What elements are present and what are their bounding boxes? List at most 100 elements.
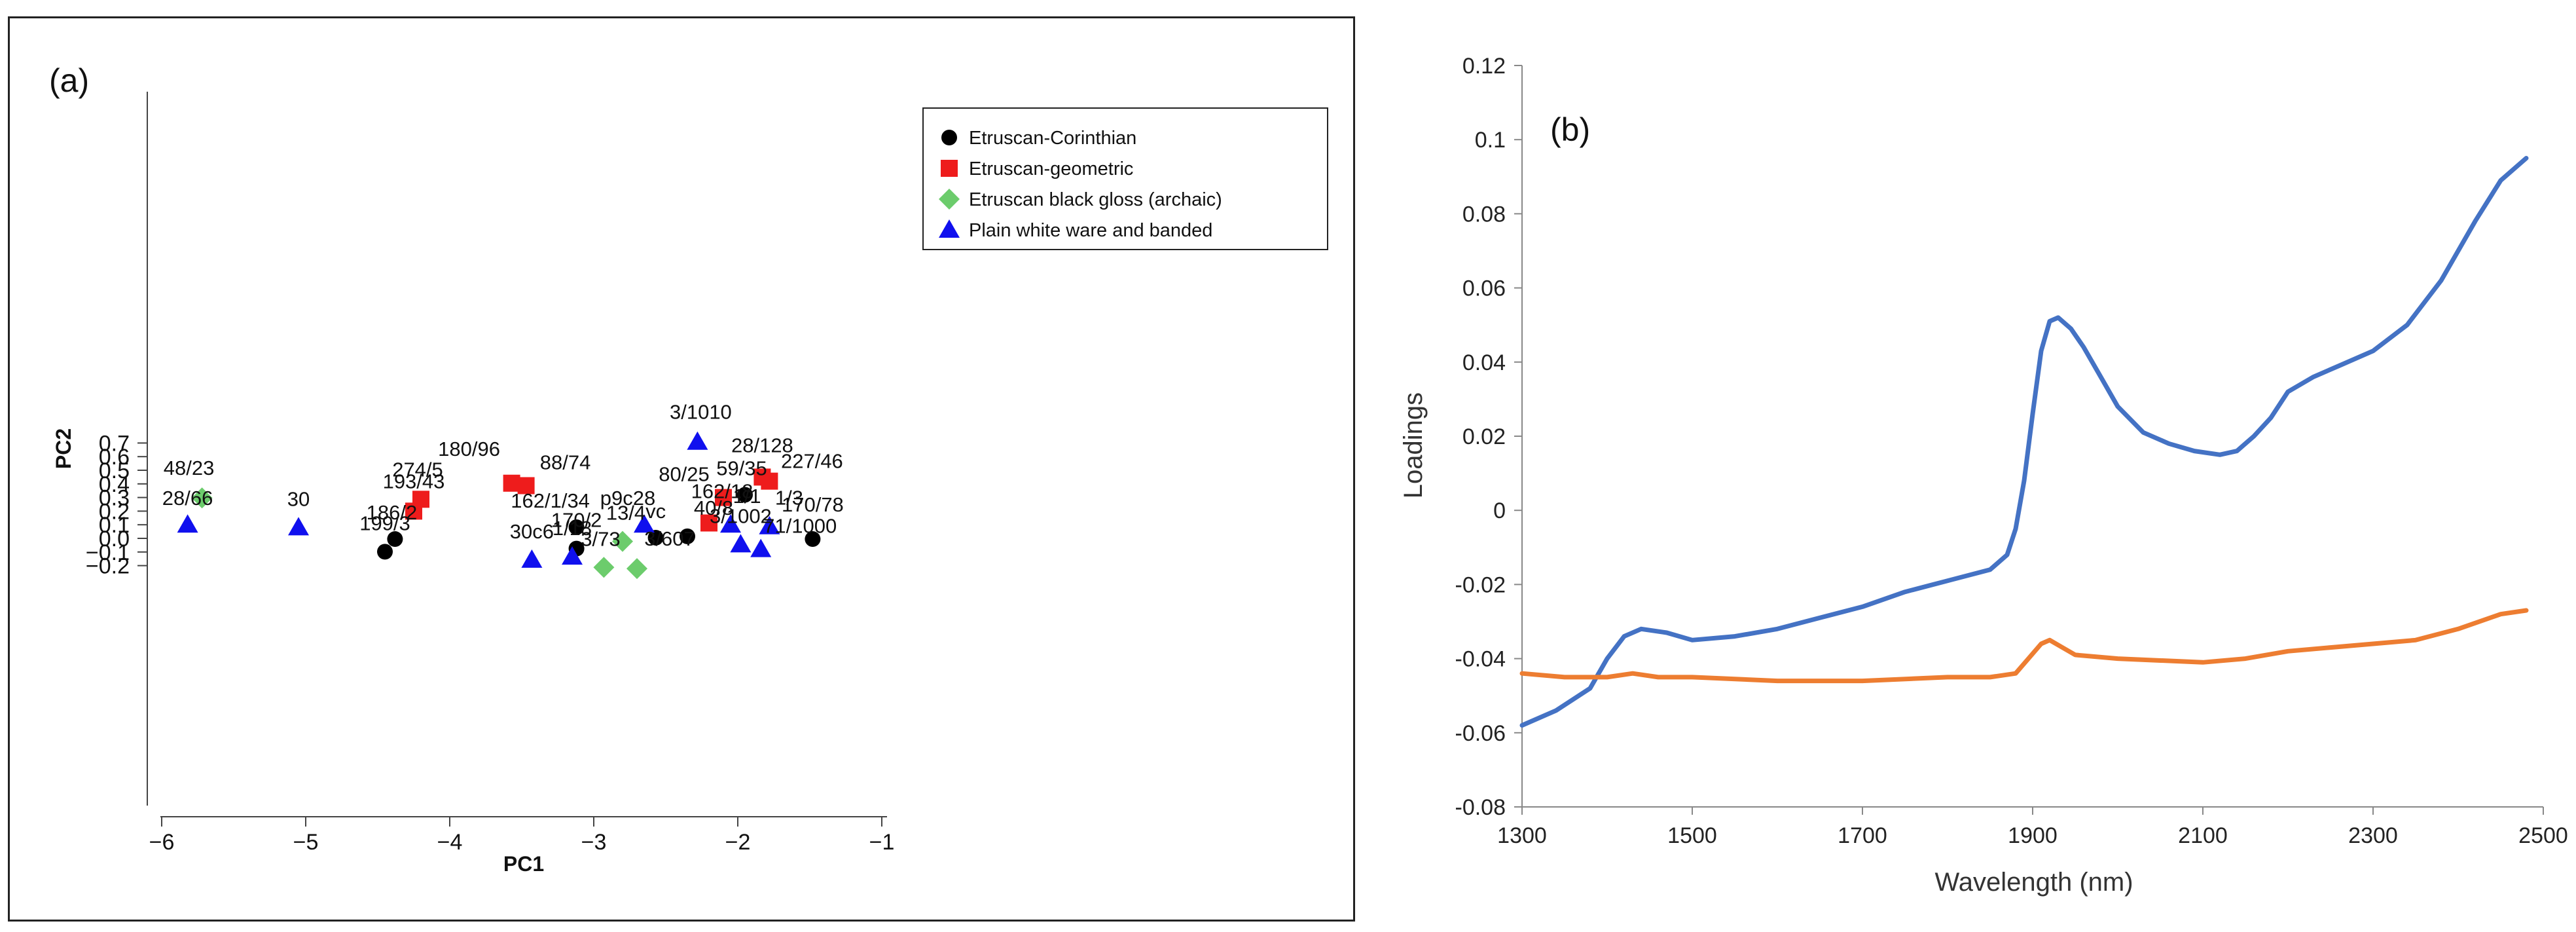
x-ticks-a: −6 −5 −4 −3 −2 −1 bbox=[149, 817, 895, 855]
point-label: 28/66 bbox=[162, 487, 213, 510]
y-tick-label-a: 0.7 bbox=[99, 431, 130, 456]
point-label: 30c6 bbox=[510, 520, 554, 543]
y-tick-label-b: 0.1 bbox=[1475, 128, 1506, 153]
point-etruscan-black-gloss-archaic bbox=[626, 558, 647, 580]
y-ticks-b: -0.08 -0.06 -0.04 -0.02 0 0.02 0.04 0.06 0.08 0.1… bbox=[1455, 54, 1522, 820]
legend-marker-plain-white-ware-and-banded bbox=[939, 219, 960, 238]
point-label: p9c28 bbox=[600, 487, 655, 510]
y-tick-label-b: 0.06 bbox=[1462, 276, 1506, 301]
x-tick-label-b: 1500 bbox=[1667, 823, 1717, 848]
y-tick-label-a: 0.2 bbox=[99, 499, 130, 524]
panel-b-label: (b) bbox=[1550, 111, 1590, 148]
point-label: 48/23 bbox=[164, 457, 215, 479]
point-etruscan-geometric bbox=[700, 514, 717, 532]
point-label: 30 bbox=[287, 487, 310, 510]
x-tick-label-b: 2500 bbox=[2518, 823, 2568, 848]
point-label: 88/74 bbox=[540, 451, 591, 474]
point-plain-white-ware-and-banded bbox=[634, 514, 655, 533]
x-tick-label-b: 1700 bbox=[1838, 823, 1887, 848]
loading-lines bbox=[1519, 156, 2529, 728]
y-tick-label-a: −0.1 bbox=[86, 540, 130, 565]
point-etruscan-black-gloss-archaic bbox=[612, 531, 633, 552]
scatter-points bbox=[177, 431, 821, 580]
y-tick-label-a: −0.2 bbox=[86, 554, 130, 579]
y-tick-label-b: 0.08 bbox=[1462, 202, 1506, 227]
point-label: 180/96 bbox=[438, 438, 500, 460]
point-etruscan-corinthian bbox=[387, 531, 403, 548]
point-plain-white-ware-and-banded bbox=[759, 515, 780, 534]
y-tick-label-b: 0.02 bbox=[1462, 424, 1506, 449]
legend-marker-etruscan-black-gloss-archaic bbox=[939, 189, 960, 210]
x-tick-label-a: −6 bbox=[149, 830, 175, 855]
point-label: vc bbox=[645, 500, 666, 523]
x-ticks-b: 1300 1500 1700 1900 2100 2300 2500 bbox=[1497, 807, 2568, 848]
point-plain-white-ware-and-banded bbox=[288, 517, 309, 536]
point-etruscan-geometric bbox=[503, 474, 520, 492]
point-plain-white-ware-and-banded bbox=[687, 431, 708, 450]
y-tick-label-a: 0.5 bbox=[99, 458, 130, 483]
legend-box bbox=[922, 107, 1328, 250]
point-etruscan-geometric bbox=[405, 502, 422, 520]
y-tick-label-b: -0.08 bbox=[1455, 795, 1506, 820]
legend-label-plain-white-ware-and-banded: Plain white ware and banded bbox=[969, 220, 1212, 241]
point-label: 162/1/34 bbox=[511, 489, 590, 512]
legend-marker-etruscan-geometric bbox=[941, 160, 958, 177]
point-etruscan-corinthian bbox=[568, 519, 585, 535]
point-label: 1/1 bbox=[733, 485, 761, 508]
x-axis-title-a: PC1 bbox=[503, 852, 544, 876]
legend-label-etruscan-geometric: Etruscan-geometric bbox=[969, 158, 1133, 179]
x-tick-label-b: 2100 bbox=[2178, 823, 2228, 848]
y-axis-title-b: Loadings bbox=[1399, 392, 1428, 498]
x-tick-label-a: −2 bbox=[725, 830, 751, 855]
point-etruscan-corinthian bbox=[680, 528, 695, 544]
point-label: 170/78 bbox=[782, 493, 844, 516]
point-label: 193/43 bbox=[383, 470, 445, 493]
panel-a-label: (a) bbox=[49, 62, 89, 99]
point-label: 80/25 bbox=[659, 463, 710, 486]
x-tick-label-a: −1 bbox=[869, 830, 895, 855]
x-tick-label-a: −5 bbox=[293, 830, 319, 855]
point-label: 162/18 bbox=[691, 479, 753, 502]
y-tick-label-b: -0.06 bbox=[1455, 721, 1506, 746]
x-axis-title-b: Wavelength (nm) bbox=[1934, 868, 2133, 897]
point-label: 3/1002 bbox=[710, 504, 772, 527]
y-axis-title-a: PC2 bbox=[52, 428, 75, 469]
y-tick-label-a: 0.4 bbox=[99, 472, 130, 497]
point-etruscan-black-gloss-archaic bbox=[593, 557, 615, 578]
point-etruscan-black-gloss-archaic bbox=[191, 487, 213, 509]
x-tick-label-b: 1900 bbox=[2008, 823, 2058, 848]
x-tick-label-b: 1300 bbox=[1497, 823, 1547, 848]
point-label: 186/2 bbox=[367, 501, 418, 524]
point-label: 40/8 bbox=[694, 496, 733, 519]
y-tick-label-b: 0.12 bbox=[1462, 54, 1506, 79]
point-label: 227/46 bbox=[781, 450, 843, 473]
y-tick-label-b: 0 bbox=[1493, 498, 1506, 523]
point-etruscan-corinthian bbox=[647, 529, 664, 546]
point-label: 13/4 bbox=[606, 502, 645, 525]
point-plain-white-ware-and-banded bbox=[177, 514, 198, 533]
point-label: 170/2 bbox=[551, 509, 602, 532]
y-ticks-a: −0.2−0.10.00.10.20.30.40.50.60.7 bbox=[86, 431, 147, 579]
point-etruscan-corinthian bbox=[737, 487, 753, 503]
point-label: 199/3 bbox=[359, 512, 410, 534]
y-tick-label-a: 0.0 bbox=[99, 527, 130, 551]
series-line-blue-loading bbox=[1519, 156, 2529, 728]
legend-entries: Etruscan-Corinthian Etruscan-geometric Etr… bbox=[939, 128, 1222, 241]
point-label: 274/5 bbox=[392, 458, 443, 481]
y-tick-label-b: -0.04 bbox=[1455, 647, 1506, 672]
point-etruscan-corinthian bbox=[377, 544, 393, 560]
y-tick-label-b: -0.02 bbox=[1455, 572, 1506, 597]
point-plain-white-ware-and-banded bbox=[730, 534, 752, 553]
legend: Etruscan-Corinthian Etruscan-geometric Etr… bbox=[922, 107, 1328, 250]
point-label: 71/1000 bbox=[763, 515, 837, 538]
legend-label-etruscan-corinthian: Etruscan-Corinthian bbox=[969, 128, 1136, 149]
point-etruscan-corinthian bbox=[805, 531, 821, 548]
point-etruscan-geometric bbox=[761, 472, 778, 490]
point-label: 59/35 bbox=[716, 457, 767, 479]
y-tick-label-a: 0.6 bbox=[99, 445, 130, 470]
point-label: 1/3 bbox=[775, 487, 803, 510]
y-tick-label-a: 0.1 bbox=[99, 513, 130, 538]
